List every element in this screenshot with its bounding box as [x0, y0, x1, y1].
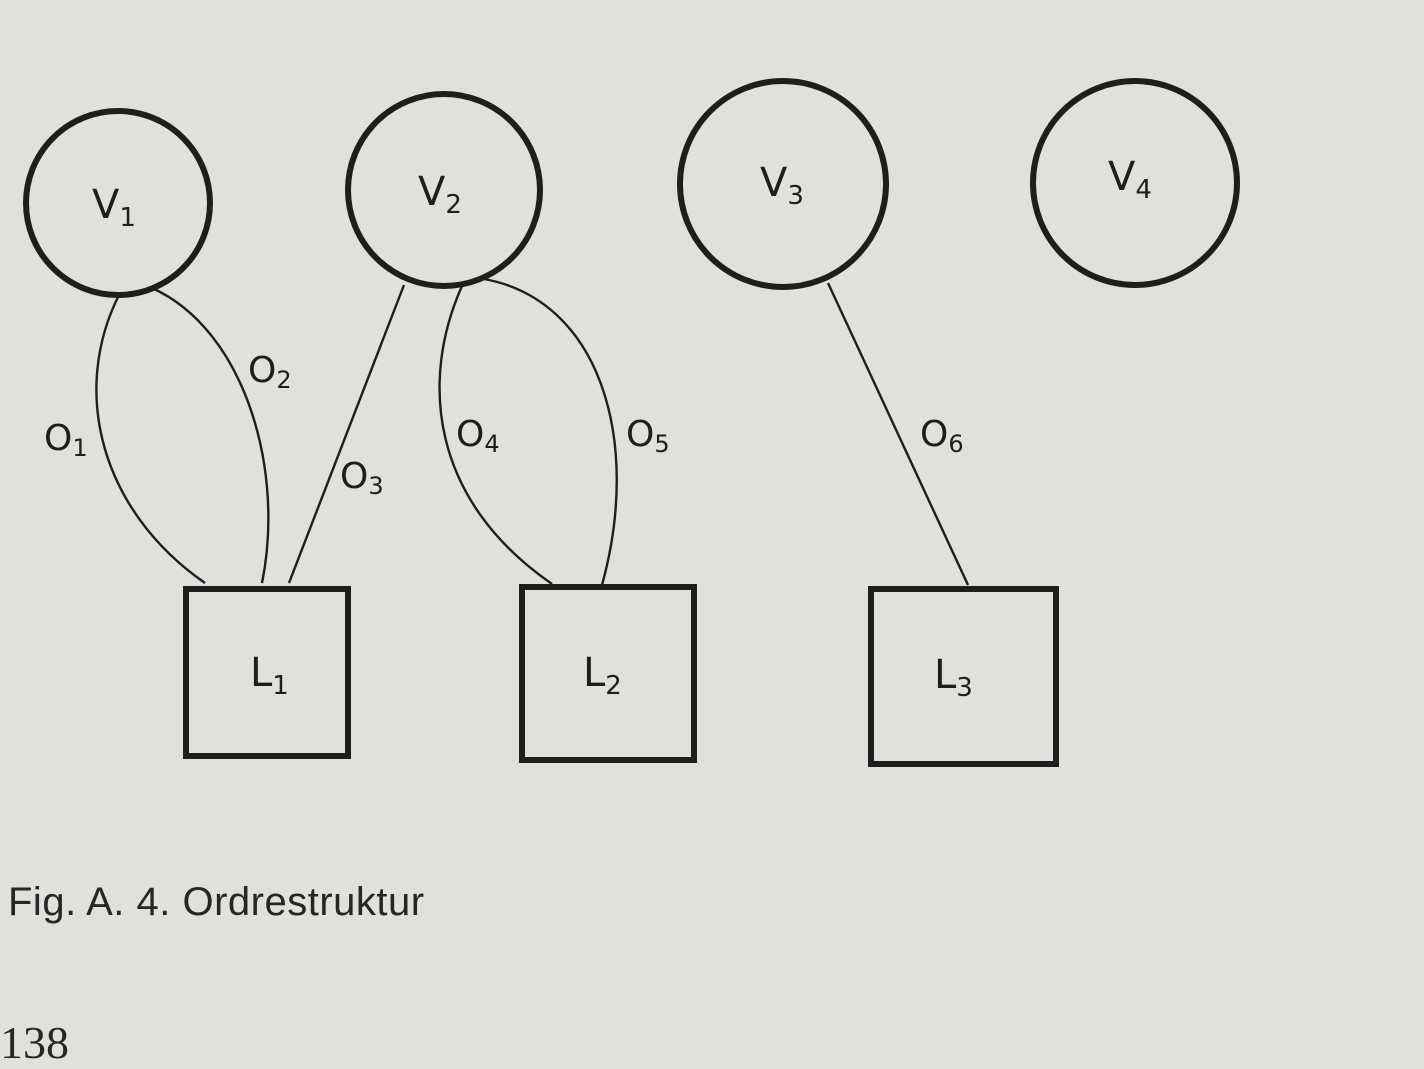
- node-v3-label: V3: [760, 160, 804, 211]
- node-v4-label: V4: [1108, 154, 1152, 205]
- edge-o5: [483, 277, 618, 586]
- edge-o3: [287, 284, 406, 584]
- location-nodes: [183, 584, 1059, 767]
- node-v2-circle: [345, 91, 543, 289]
- edge-o1: [95, 292, 206, 584]
- node-v1-label: V1: [92, 182, 136, 233]
- figure-caption: Fig. A. 4. Ordrestruktur: [8, 880, 425, 924]
- node-l2-square: [519, 584, 697, 763]
- node-v3-circle: [677, 78, 889, 290]
- node-l2-label: L2: [583, 650, 622, 701]
- edge-o3-label: O3: [340, 456, 384, 500]
- node-v1-circle: [23, 108, 213, 298]
- edge-o6: [826, 282, 970, 586]
- edge-o1-label: O1: [44, 418, 88, 462]
- node-v2-label: V2: [418, 169, 462, 220]
- node-l1-square: [183, 586, 351, 759]
- edge-o6-label: O6: [920, 414, 964, 458]
- node-l3-square: [868, 586, 1059, 767]
- node-labels: V1 V2 V3 V4 L1 L2 L3: [92, 154, 1152, 703]
- node-l3-label: L3: [934, 652, 973, 703]
- variable-nodes: [23, 78, 1240, 298]
- edge-o5-label: O5: [626, 414, 670, 458]
- edge-o2-label: O2: [248, 350, 292, 394]
- page-number: 138: [0, 1017, 69, 1068]
- node-v4-circle: [1030, 78, 1240, 288]
- edge-o4-label: O4: [456, 414, 500, 458]
- node-l1-label: L1: [250, 650, 289, 701]
- edge-labels: O1 O2 O3 O4 O5 O6: [44, 350, 964, 500]
- edges: [95, 277, 970, 586]
- edge-o4: [438, 285, 553, 585]
- edge-o2: [151, 286, 270, 584]
